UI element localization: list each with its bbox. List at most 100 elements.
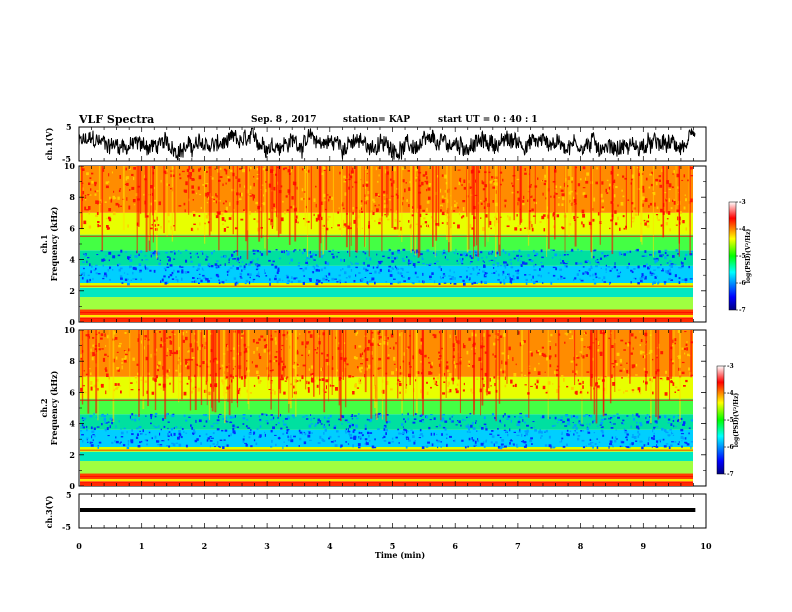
spectrum-speckle bbox=[383, 424, 387, 428]
spectrum-speckle bbox=[580, 279, 584, 282]
spectrum-speckle bbox=[108, 217, 112, 222]
spectrum-speckle bbox=[189, 166, 191, 170]
spectrum-speckle bbox=[357, 413, 360, 415]
spectrum-streak bbox=[481, 330, 484, 406]
spectrum-speckle bbox=[622, 422, 625, 425]
spectrum-speckle bbox=[441, 199, 445, 203]
spectrum-speckle bbox=[242, 423, 245, 425]
spectrum-speckle bbox=[106, 427, 109, 431]
spectrum-speckle bbox=[222, 202, 225, 205]
spectrum-speckle bbox=[242, 417, 246, 420]
spectrum-speckle bbox=[118, 385, 122, 387]
spectrum-speckle bbox=[420, 353, 423, 355]
spectrum-speckle bbox=[171, 442, 174, 445]
spectrum-speckle bbox=[437, 440, 441, 443]
spectrum-speckle bbox=[428, 183, 432, 186]
spectrum-speckle bbox=[337, 211, 340, 214]
spectrum-speckle bbox=[317, 214, 320, 218]
spectrum-streak bbox=[232, 166, 234, 235]
spectrum-speckle bbox=[197, 256, 199, 258]
spectrum-speckle bbox=[448, 275, 451, 277]
spectrum-speckle bbox=[599, 424, 602, 426]
figure-title: VLF Spectra bbox=[78, 113, 154, 126]
spectrum-speckle bbox=[570, 415, 573, 419]
spectrum-speckle bbox=[337, 224, 340, 227]
spectrum-speckle bbox=[592, 255, 595, 259]
spectrum-speckle bbox=[499, 265, 503, 267]
spectrum-speckle bbox=[603, 255, 607, 258]
spectrum-speckle bbox=[185, 444, 188, 448]
spectrum-speckle bbox=[469, 273, 473, 275]
spectrum-speckle bbox=[441, 222, 444, 225]
spectrum-speckle bbox=[369, 272, 373, 274]
spectrum-speckle bbox=[297, 221, 299, 224]
spectrum-speckle bbox=[235, 176, 237, 179]
spectrum-speckle bbox=[532, 215, 536, 217]
spectrum-speckle bbox=[369, 432, 373, 434]
spectrum-speckle bbox=[198, 175, 202, 180]
spectrum-speckle bbox=[355, 425, 357, 428]
spectrum-speckle bbox=[259, 207, 262, 211]
spectrum-speckle bbox=[549, 346, 552, 350]
spectrum-speckle bbox=[550, 333, 553, 337]
spectrum-speckle bbox=[395, 368, 398, 372]
spectrum-speckle bbox=[431, 272, 434, 275]
spectrum-speckle bbox=[343, 180, 347, 183]
spectrum-speckle bbox=[631, 221, 634, 223]
spectrum-speckle bbox=[255, 201, 259, 205]
spectrum-speckle bbox=[316, 352, 318, 354]
spectrum-speckle bbox=[248, 432, 252, 435]
spectrum-speckle bbox=[334, 444, 338, 447]
spectrum-speckle bbox=[321, 438, 323, 441]
spectrum-speckle bbox=[115, 356, 118, 360]
spectrum-speckle bbox=[262, 202, 266, 206]
spectrum-speckle bbox=[533, 426, 535, 428]
spectrum-speckle bbox=[351, 263, 353, 266]
spectrum-speckle bbox=[160, 387, 162, 390]
spectrum-speckle bbox=[436, 376, 440, 380]
ch2-colorbar-ticks: -3-4-5-6-7 bbox=[724, 363, 734, 478]
spectrum-speckle bbox=[633, 268, 636, 270]
spectrum-speckle bbox=[653, 191, 656, 196]
spectrum-speckle bbox=[629, 250, 632, 253]
spectrum-speckle bbox=[673, 201, 676, 205]
spectrum-speckle bbox=[118, 268, 122, 272]
spectrum-streak bbox=[432, 166, 434, 247]
spectrum-speckle bbox=[571, 180, 573, 184]
spectrum-speckle bbox=[342, 202, 344, 207]
spectrum-speckle bbox=[172, 443, 175, 446]
spectrum-speckle bbox=[440, 419, 444, 422]
spectrum-speckle bbox=[587, 391, 589, 394]
spectrum-speckle bbox=[565, 443, 568, 447]
spectrum-speckle bbox=[462, 207, 465, 211]
spectrum-speckle bbox=[548, 340, 552, 342]
spectrum-speckle bbox=[97, 273, 101, 275]
spectrum-speckle bbox=[402, 259, 406, 262]
spectrum-speckle bbox=[238, 390, 240, 395]
spectrum-speckle bbox=[275, 341, 277, 345]
spectrum-speckle bbox=[452, 361, 455, 365]
spectrum-speckle bbox=[209, 218, 212, 220]
spectrum-speckle bbox=[468, 360, 471, 363]
spectrum-speckle bbox=[192, 228, 194, 232]
spectrum-speckle bbox=[316, 384, 319, 388]
spectrum-speckle bbox=[276, 166, 279, 169]
spectrum-band bbox=[80, 478, 693, 482]
spectrum-speckle bbox=[197, 267, 200, 271]
spectrum-streak bbox=[101, 166, 104, 251]
spectrum-streak bbox=[233, 330, 235, 382]
spectrum-speckle bbox=[129, 256, 131, 258]
spectrum-streak bbox=[171, 166, 174, 242]
spectrum-speckle bbox=[503, 282, 506, 285]
spectrum-speckle bbox=[95, 190, 99, 192]
spectrum-speckle bbox=[562, 261, 565, 265]
spectrum-streak bbox=[448, 166, 450, 243]
spectrum-speckle bbox=[453, 347, 455, 352]
spectrum-speckle bbox=[530, 427, 533, 429]
spectrum-speckle bbox=[216, 360, 219, 364]
spectrum-speckle bbox=[422, 272, 424, 276]
spectrum-speckle bbox=[683, 385, 686, 387]
spectrum-speckle bbox=[375, 192, 378, 197]
spectrum-speckle bbox=[413, 441, 416, 445]
